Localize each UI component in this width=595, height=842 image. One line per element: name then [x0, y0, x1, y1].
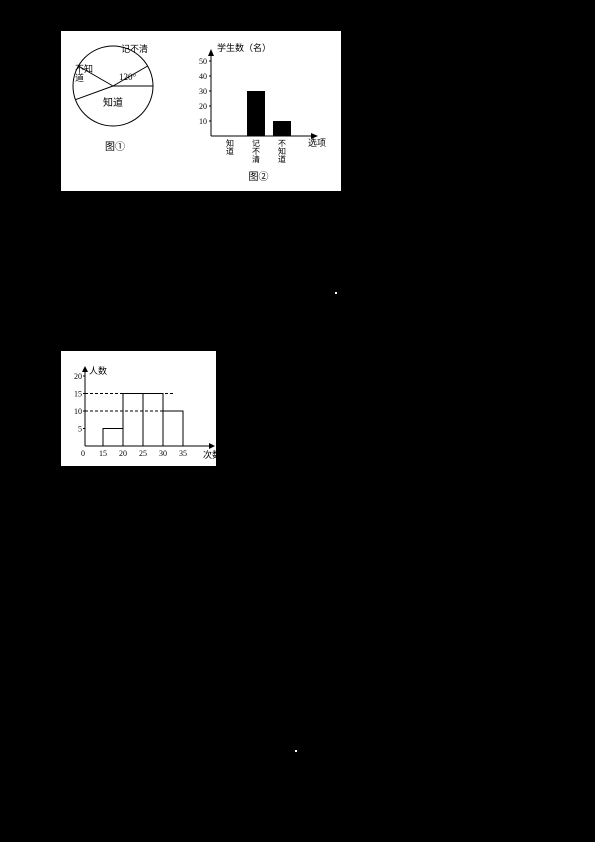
svg-text:E: E	[119, 619, 125, 629]
svg-text:选项: 选项	[308, 137, 326, 148]
svg-text:记不清: 记不清	[121, 43, 148, 54]
svg-text:F: F	[149, 564, 154, 574]
panel-frequency-histogram: 频率组距 E A F B G C H D	[60, 550, 230, 700]
svg-text:20: 20	[199, 102, 207, 111]
svg-text:H: H	[189, 629, 196, 639]
svg-text:次数: 次数	[203, 449, 216, 460]
svg-text:B: B	[133, 674, 139, 684]
svg-text:知道: 知道	[103, 96, 123, 109]
svg-text:15: 15	[74, 390, 82, 399]
svg-text:A: A	[103, 674, 110, 684]
svg-text:20: 20	[74, 372, 82, 381]
svg-text:组距: 组距	[89, 563, 107, 574]
svg-text:不知道: 不知道	[278, 139, 286, 164]
svg-text:C: C	[158, 674, 164, 684]
svg-text:20: 20	[119, 449, 127, 458]
svg-text:25: 25	[139, 449, 147, 458]
stray-dot	[295, 750, 297, 752]
svg-text:40: 40	[199, 72, 207, 81]
panel-pie-bar: 记不清不知道120°知道图①1020304050学生数（名）选项知道记不清不知道…	[60, 30, 342, 192]
panel2-svg: 人数次数 5 10 15 20 0 15 20 25 30 35	[61, 351, 216, 466]
svg-text:5: 5	[78, 425, 82, 434]
svg-text:50: 50	[199, 57, 207, 66]
svg-text:人数: 人数	[89, 365, 107, 376]
svg-text:0: 0	[81, 449, 85, 458]
panel1-svg: 记不清不知道120°知道图①1020304050学生数（名）选项知道记不清不知道…	[61, 31, 341, 191]
svg-text:图①: 图①	[105, 141, 125, 153]
stray-dot	[335, 292, 337, 294]
svg-text:15: 15	[99, 449, 107, 458]
svg-text:频率: 频率	[89, 553, 107, 564]
svg-text:学生数（名）: 学生数（名）	[217, 42, 271, 53]
svg-text:10: 10	[199, 117, 207, 126]
panel-histogram-small: 人数次数 5 10 15 20 0 15 20 25 30 35	[60, 350, 217, 467]
svg-text:35: 35	[179, 449, 187, 458]
svg-text:30: 30	[159, 449, 167, 458]
svg-text:G: G	[169, 584, 176, 594]
panel3-svg: 频率组距 E A F B G C H D	[60, 550, 230, 700]
svg-text:D: D	[178, 674, 185, 684]
svg-text:记不清: 记不清	[252, 139, 260, 164]
svg-text:知道: 知道	[226, 138, 234, 156]
svg-text:图②: 图②	[249, 171, 269, 183]
svg-text:30: 30	[199, 87, 207, 96]
svg-text:10: 10	[74, 407, 82, 416]
svg-text:120°: 120°	[119, 72, 137, 82]
